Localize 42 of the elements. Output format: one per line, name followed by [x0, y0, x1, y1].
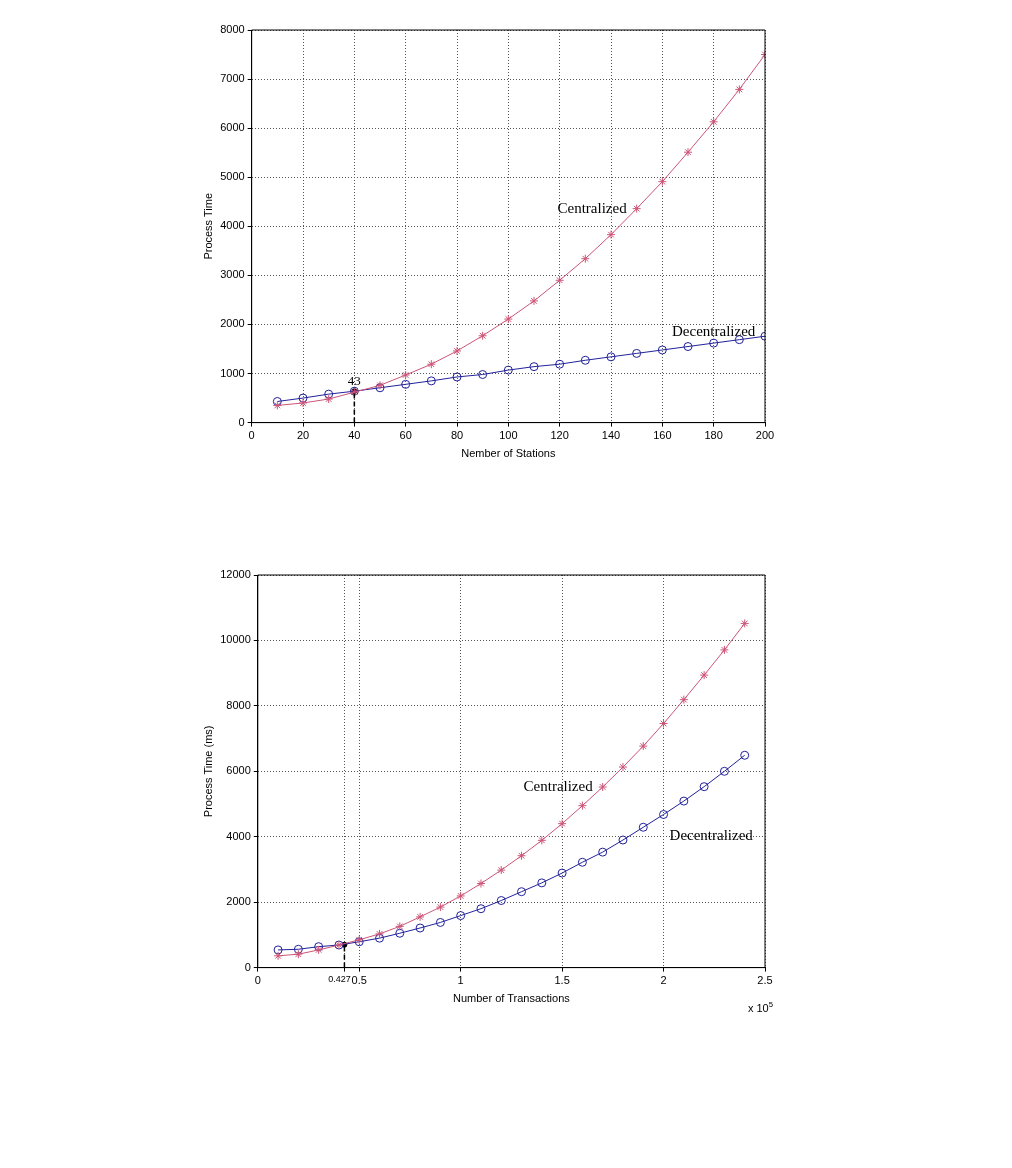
annotation: 43 [347, 373, 361, 389]
x-tick-label: 120 [550, 429, 569, 442]
series-label: Centralized [523, 777, 594, 794]
x-axis-title: Nember of Stations [461, 447, 556, 460]
x-tick-label: 100 [499, 429, 518, 442]
x-tick-label: 200 [755, 429, 775, 442]
y-tick-label: 12000 [220, 568, 251, 581]
x-tick-label: 0.5 [351, 974, 367, 987]
y-tick-label: 2000 [226, 895, 251, 908]
series-label: Centralized [557, 199, 628, 216]
y-tick-label: 6000 [220, 121, 245, 134]
y-axis-title: Process Time [201, 192, 214, 260]
x-tick-label: 40 [348, 429, 361, 442]
y-tick-label: 4000 [226, 829, 251, 842]
x-tick-label: 80 [450, 429, 464, 442]
y-tick-label: 4000 [220, 219, 245, 232]
x-tick-label: 160 [653, 429, 672, 442]
y-tick-label: 3000 [220, 268, 245, 281]
y-tick-label: 8000 [226, 698, 251, 711]
y-tick-label: 7000 [220, 72, 245, 85]
x-tick-label: 1.5 [554, 974, 570, 987]
x-tick-label: 20 [296, 429, 310, 442]
x-tick-label: 0 [254, 974, 261, 987]
x-tick-label: 2 [660, 974, 667, 987]
x-axis-title: Number of Transactions [453, 992, 571, 1005]
x-tick-label: 60 [399, 429, 412, 442]
x-tick-label: 2.5 [757, 974, 773, 987]
y-tick-label: 5000 [220, 170, 245, 183]
x-tick-label: 180 [704, 429, 723, 442]
series-label: Decentralized [672, 323, 756, 340]
y-tick-label: 1000 [220, 366, 245, 379]
y-tick-label: 0 [244, 960, 251, 973]
y-tick-label: 8000 [220, 23, 245, 36]
x-tick-label: 140 [601, 429, 621, 442]
y-tick-label: 2000 [220, 317, 245, 330]
y-axis-title: Process Time (ms) [201, 725, 214, 818]
x-tick-label: 0.427 [328, 974, 351, 985]
y-tick-label: 10000 [220, 633, 251, 646]
y-tick-label: 0 [238, 415, 245, 428]
x-tick-label: 1 [457, 974, 464, 987]
series-label: Decentralized [669, 826, 754, 843]
y-tick-label: 6000 [226, 764, 251, 777]
